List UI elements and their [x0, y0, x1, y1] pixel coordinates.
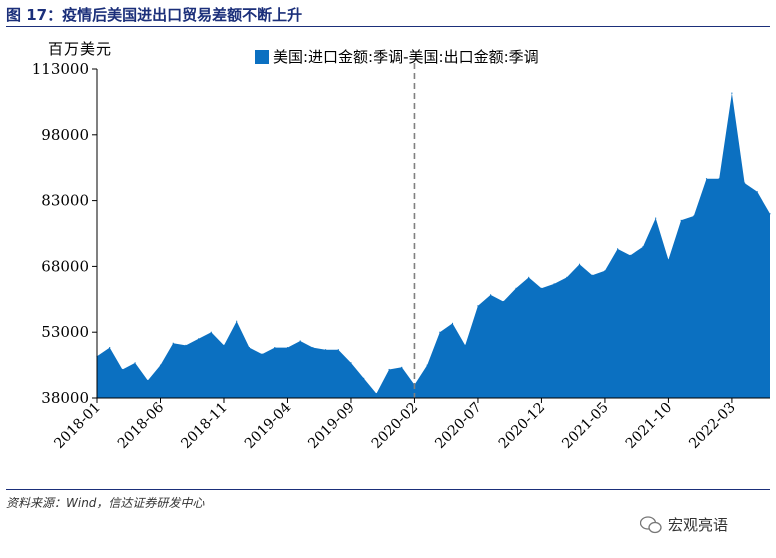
data-point: [629, 254, 631, 256]
data-point: [591, 274, 593, 276]
data-point: [375, 393, 377, 395]
y-tick-label: 53000: [41, 323, 89, 341]
data-point: [705, 178, 708, 180]
x-tick-label: 2018-01: [51, 400, 103, 452]
y-tick-label: 83000: [41, 192, 89, 210]
y-tick-label: 98000: [41, 126, 89, 144]
data-point: [490, 294, 492, 296]
x-tick-label: 2020-12: [496, 400, 548, 452]
data-point: [553, 283, 555, 285]
data-point: [617, 248, 619, 250]
x-tick-label: 2019-04: [242, 399, 295, 452]
data-point: [578, 263, 581, 265]
data-point: [236, 320, 238, 322]
data-point: [198, 338, 200, 340]
data-point: [744, 182, 746, 184]
data-point: [731, 92, 733, 94]
data-point: [312, 347, 314, 349]
data-point: [680, 219, 682, 221]
data-point: [350, 362, 352, 364]
legend-label: 美国:进口金额:季调-美国:出口金额:季调: [273, 48, 539, 66]
x-tick-label: 2020-07: [432, 400, 484, 452]
figure-title: 图 17：疫情后美国进出口贸易差额不断上升: [6, 6, 303, 24]
data-point: [515, 287, 517, 289]
data-point: [604, 270, 606, 272]
data-point: [210, 331, 212, 333]
x-tick-label: 2020-02: [369, 400, 421, 452]
x-tick-label: 2021-05: [559, 400, 611, 452]
data-point: [477, 305, 479, 307]
y-tick-label: 38000: [41, 389, 89, 407]
data-point: [426, 364, 428, 366]
data-point: [566, 276, 568, 278]
data-point: [325, 349, 327, 351]
data-point: [223, 344, 225, 346]
data-point: [439, 331, 441, 333]
data-point: [274, 347, 276, 349]
wechat-icon: [640, 515, 662, 533]
data-point: [642, 246, 644, 248]
legend-swatch: [255, 49, 269, 64]
watermark-text: 宏观亮语: [668, 516, 729, 534]
data-point: [451, 322, 454, 324]
y-tick-label: 113000: [32, 60, 89, 78]
x-tick-label: 2022-03: [686, 400, 738, 452]
data-point: [655, 217, 657, 219]
data-point: [769, 213, 771, 215]
data-point: [121, 368, 123, 371]
source-note: 资料来源：Wind，信达证券研发中心: [6, 496, 205, 510]
x-tick-label: 2018-06: [115, 399, 168, 452]
x-tick-label: 2021-10: [623, 400, 675, 452]
data-point: [299, 340, 301, 342]
data-point: [388, 368, 390, 371]
data-point: [172, 342, 174, 344]
data-point: [363, 377, 365, 379]
data-point: [134, 362, 136, 364]
data-point: [756, 191, 758, 193]
chart-legend: 美国:进口金额:季调-美国:出口金额:季调: [255, 46, 539, 67]
data-point: [464, 344, 466, 346]
x-tick-label: 2018-11: [178, 400, 230, 452]
data-point: [502, 300, 504, 303]
data-point: [261, 353, 263, 355]
data-point: [248, 347, 250, 349]
y-tick-label: 68000: [41, 257, 89, 275]
y-axis-unit: 百万美元: [48, 40, 113, 58]
data-point: [147, 379, 149, 382]
series-area: [97, 93, 770, 398]
data-point: [401, 366, 403, 368]
data-point: [286, 347, 289, 349]
data-point: [109, 347, 111, 349]
data-point: [693, 215, 695, 217]
data-point: [185, 344, 187, 346]
data-point: [667, 259, 670, 261]
data-point: [540, 287, 543, 289]
data-point: [528, 276, 530, 278]
bottom-rule: [6, 489, 770, 490]
title-rule: [6, 26, 770, 27]
data-point: [337, 349, 339, 351]
x-tick-label: 2019-09: [305, 400, 357, 452]
data-point: [718, 178, 720, 180]
data-point: [159, 364, 162, 366]
watermark: 宏观亮语: [640, 514, 728, 535]
